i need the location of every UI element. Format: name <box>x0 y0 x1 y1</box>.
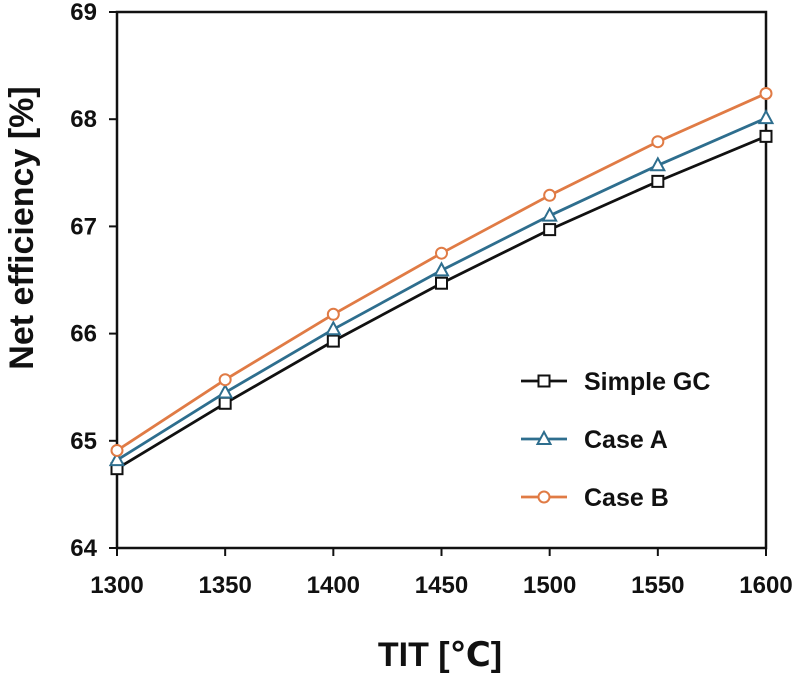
data-point <box>543 223 557 237</box>
x-tick-label: 1500 <box>523 572 576 599</box>
plot-area: 1300 1350 1400 1450 1500 1550 1600 64 65 66 67 68 69 <box>70 0 792 599</box>
data-point <box>541 206 558 222</box>
data-point <box>651 174 665 188</box>
data-point <box>649 156 667 172</box>
series-case-a <box>108 109 775 467</box>
y-tick-label: 68 <box>70 106 97 133</box>
data-point <box>759 129 773 143</box>
data-point <box>757 109 775 125</box>
legend-marker <box>537 490 551 504</box>
y-tick-label: 65 <box>70 428 97 455</box>
data-point <box>433 261 450 277</box>
data-point <box>326 307 340 321</box>
series-layer <box>108 86 775 476</box>
data-point <box>651 135 665 149</box>
series-simple-gc <box>110 129 773 476</box>
data-point <box>108 450 126 467</box>
y-axis-title: Net efficiency [%] <box>3 86 41 369</box>
data-point <box>218 396 232 410</box>
legend-item-case-b: Case B <box>521 484 669 512</box>
y-tick-label: 64 <box>70 535 97 562</box>
x-tick-label: 1600 <box>739 572 792 599</box>
legend-label: Case A <box>584 426 668 454</box>
legend-item-simple-gc: Simple GC <box>521 368 710 396</box>
legend-label: Case B <box>584 484 669 512</box>
data-point <box>218 373 232 387</box>
data-point <box>435 246 448 260</box>
x-tick-label: 1300 <box>90 572 143 599</box>
data-point <box>325 320 342 336</box>
legend: Simple GC Case A Case B <box>521 368 710 512</box>
series-case-b <box>110 86 773 457</box>
y-tick-label: 67 <box>70 213 97 240</box>
y-tick-label: 69 <box>70 0 97 26</box>
data-point <box>759 86 773 100</box>
data-point <box>110 443 124 457</box>
x-tick-label: 1550 <box>631 572 684 599</box>
legend-marker <box>535 429 553 445</box>
legend-marker <box>537 374 551 388</box>
data-point <box>216 383 234 399</box>
legend-label: Simple GC <box>584 368 710 396</box>
x-tick-label: 1400 <box>307 572 360 599</box>
y-tick-label: 66 <box>70 321 97 348</box>
x-tick-label: 1450 <box>415 572 468 599</box>
data-point <box>435 276 448 290</box>
x-tick-label: 1350 <box>198 572 251 599</box>
data-point <box>326 334 340 348</box>
data-point <box>543 188 557 202</box>
x-axis-title: TIT [℃] <box>378 636 502 674</box>
series-line <box>116 135 767 470</box>
legend-item-case-a: Case A <box>521 426 668 454</box>
